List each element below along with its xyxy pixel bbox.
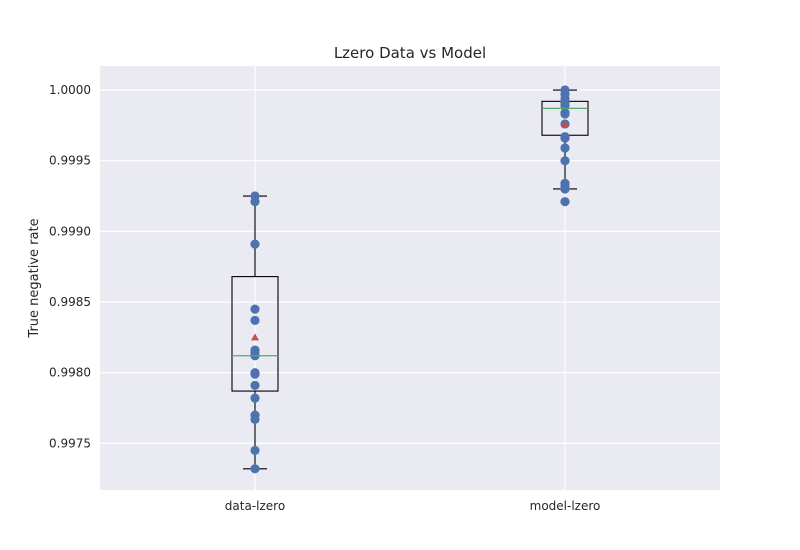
mean-marker (251, 333, 259, 341)
data-point (250, 369, 260, 379)
data-point (250, 239, 260, 249)
x-tick-label: model-lzero (530, 499, 601, 513)
data-point (250, 464, 260, 474)
y-axis-label: True negative rate (27, 218, 42, 338)
mean-marker (561, 119, 569, 127)
data-point (250, 304, 260, 314)
data-point (250, 445, 260, 456)
y-tick-label: 0.9980 (49, 366, 91, 380)
y-tick-label: 0.9990 (49, 224, 91, 238)
box-iqr (231, 276, 279, 392)
data-point (250, 393, 260, 403)
data-point (560, 143, 570, 153)
x-tick-label: data-lzero (225, 499, 285, 513)
grid-lines (100, 66, 720, 490)
boxes (231, 85, 589, 474)
data-point (560, 133, 570, 143)
data-point (560, 184, 570, 194)
data-point (560, 156, 570, 166)
data-point (560, 109, 570, 119)
data-point (250, 414, 260, 424)
box-group-data-lzero (231, 191, 279, 474)
axis-ticks: 0.9975 0.9980 0.9985 0.9990 0.9995 1.0000 data… (49, 83, 600, 513)
box-group-model-lzero (541, 85, 589, 207)
data-point (250, 197, 260, 207)
data-point (560, 197, 570, 207)
plot-area (100, 66, 720, 490)
y-tick-label: 0.9985 (49, 295, 91, 309)
data-point (250, 380, 260, 391)
y-tick-label: 1.0000 (49, 83, 91, 97)
data-point (250, 315, 260, 325)
y-tick-label: 0.9975 (49, 436, 91, 450)
y-tick-label: 0.9995 (49, 154, 91, 168)
chart-title: Lzero Data vs Model (334, 44, 486, 62)
